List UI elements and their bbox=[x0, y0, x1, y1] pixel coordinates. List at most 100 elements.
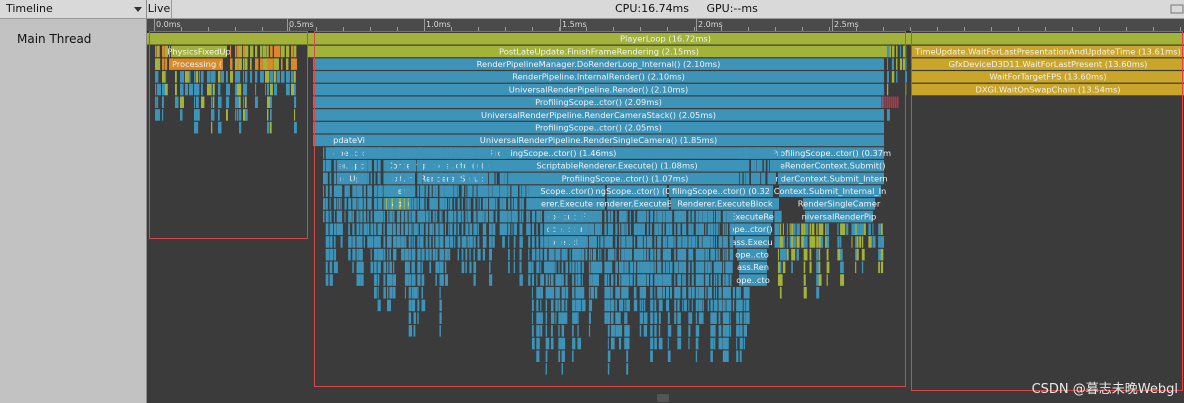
sample-rect[interactable] bbox=[739, 160, 743, 172]
sample-bar-short[interactable] bbox=[743, 172, 746, 185]
sample-bar-short[interactable] bbox=[657, 248, 660, 261]
sample-bar-short[interactable] bbox=[479, 147, 484, 159]
sample-bar-short[interactable] bbox=[425, 185, 428, 197]
sample-rect[interactable] bbox=[435, 160, 439, 172]
sample-rect[interactable] bbox=[465, 261, 467, 274]
sample-bar-short[interactable] bbox=[465, 223, 468, 236]
sample-rect[interactable] bbox=[600, 248, 602, 261]
sample-rect[interactable] bbox=[499, 147, 504, 159]
sample-rect[interactable] bbox=[736, 312, 740, 324]
sample-rect[interactable] bbox=[786, 248, 789, 261]
sample-bar-short[interactable] bbox=[643, 248, 647, 261]
sample-bar-short[interactable] bbox=[485, 210, 489, 223]
sample-rect[interactable] bbox=[716, 236, 718, 248]
sample-bar-short[interactable] bbox=[325, 223, 329, 236]
sample-bar-short[interactable] bbox=[674, 312, 677, 324]
sample-rect[interactable] bbox=[413, 261, 415, 274]
sample-bar-short[interactable] bbox=[408, 160, 412, 172]
sample-rect[interactable] bbox=[575, 223, 578, 236]
sample-bar-short[interactable] bbox=[492, 198, 496, 210]
sample-rect[interactable] bbox=[718, 223, 720, 236]
sample-rect[interactable] bbox=[425, 248, 429, 261]
sample-rect[interactable] bbox=[439, 325, 441, 337]
sample-rect[interactable] bbox=[540, 312, 543, 324]
sample-bar-short[interactable] bbox=[408, 248, 411, 261]
sample-rect[interactable] bbox=[196, 71, 199, 83]
sample-bar-short[interactable] bbox=[469, 248, 471, 261]
sample-rect[interactable] bbox=[367, 172, 370, 185]
sample-bar-short[interactable] bbox=[604, 261, 609, 274]
sample-rect[interactable] bbox=[444, 261, 447, 274]
sample-bar-short[interactable] bbox=[818, 236, 822, 248]
sample-rect[interactable] bbox=[485, 185, 489, 197]
sample-bar-short[interactable] bbox=[726, 299, 731, 312]
sample-bar-short[interactable] bbox=[401, 172, 404, 185]
sample-rect[interactable] bbox=[243, 71, 245, 83]
sample-bar-short[interactable] bbox=[245, 83, 248, 96]
sample-rect[interactable] bbox=[588, 261, 590, 274]
sample-rect[interactable] bbox=[465, 223, 468, 236]
sample-rect[interactable] bbox=[569, 223, 573, 236]
sample-bar-short[interactable] bbox=[739, 147, 743, 159]
sample-rect[interactable] bbox=[604, 248, 606, 261]
sample-rect[interactable] bbox=[329, 261, 333, 274]
sample-rect[interactable] bbox=[439, 299, 442, 312]
sample-bar-short[interactable] bbox=[774, 172, 776, 185]
sample-rect[interactable] bbox=[450, 223, 453, 236]
sample-rect[interactable] bbox=[540, 210, 543, 223]
sample-bar-short[interactable] bbox=[610, 337, 615, 350]
sample-rect[interactable] bbox=[444, 185, 449, 197]
sample-rect[interactable] bbox=[294, 71, 296, 83]
sample-rect[interactable] bbox=[722, 287, 726, 299]
sample-rect[interactable] bbox=[169, 58, 173, 70]
sample-rect[interactable] bbox=[502, 185, 506, 197]
sample-rect[interactable] bbox=[467, 198, 470, 210]
sample-bar-short[interactable] bbox=[657, 223, 659, 236]
sample-bar-short[interactable] bbox=[344, 210, 346, 223]
sample-bar-short[interactable] bbox=[805, 248, 808, 261]
sample-rect[interactable] bbox=[333, 185, 338, 197]
sample-rect[interactable] bbox=[779, 274, 783, 286]
sample-rect[interactable] bbox=[695, 350, 698, 363]
sample-rect[interactable] bbox=[211, 96, 213, 109]
sample-rect[interactable] bbox=[729, 248, 734, 261]
sample-bar-short[interactable] bbox=[669, 236, 674, 248]
sample-bar-short[interactable] bbox=[629, 261, 634, 274]
sample-bar-short[interactable] bbox=[482, 236, 487, 248]
sample-bar-short[interactable] bbox=[432, 172, 436, 185]
sample-bar-short[interactable] bbox=[473, 147, 475, 159]
sample-rect[interactable] bbox=[404, 261, 409, 274]
sample-rect[interactable] bbox=[469, 223, 473, 236]
sample-bar-short[interactable] bbox=[855, 236, 857, 248]
sample-bar-short[interactable] bbox=[348, 236, 352, 248]
sample-rect[interactable] bbox=[413, 325, 416, 337]
sample-rect[interactable] bbox=[555, 223, 559, 236]
sample-rect[interactable] bbox=[245, 96, 247, 109]
sample-bar[interactable]: pdateVi bbox=[333, 134, 365, 147]
sample-bar-short[interactable] bbox=[893, 96, 895, 109]
sample-bar-short[interactable] bbox=[732, 299, 735, 312]
sample-bar-short[interactable] bbox=[745, 287, 750, 299]
sample-rect[interactable] bbox=[565, 312, 568, 324]
sample-bar-short[interactable] bbox=[370, 160, 372, 172]
sample-rect[interactable] bbox=[561, 350, 565, 363]
sample-bar-short[interactable] bbox=[618, 337, 622, 350]
sample-rect[interactable] bbox=[274, 83, 278, 96]
sample-rect[interactable] bbox=[684, 287, 687, 299]
sample-bar-short[interactable] bbox=[348, 185, 350, 197]
sample-bar-short[interactable] bbox=[536, 223, 538, 236]
sample-bar-short[interactable] bbox=[508, 248, 510, 261]
sample-bar-short[interactable] bbox=[610, 287, 613, 299]
sample-rect[interactable] bbox=[710, 261, 712, 274]
sample-bar-short[interactable] bbox=[239, 83, 242, 96]
sample-bar-short[interactable] bbox=[421, 185, 425, 197]
sample-rect[interactable] bbox=[429, 185, 432, 197]
sample-rect[interactable] bbox=[772, 172, 775, 185]
sample-bar-short[interactable] bbox=[336, 198, 338, 210]
sample-rect[interactable] bbox=[803, 287, 807, 299]
sample-bar-short[interactable] bbox=[718, 287, 722, 299]
sample-bar-short[interactable] bbox=[469, 198, 471, 210]
sample-rect[interactable] bbox=[607, 299, 611, 312]
sample-bar[interactable]: ScriptableRenderer.Execute() (1.08ms) bbox=[487, 160, 747, 172]
sample-bar-short[interactable] bbox=[401, 236, 405, 248]
